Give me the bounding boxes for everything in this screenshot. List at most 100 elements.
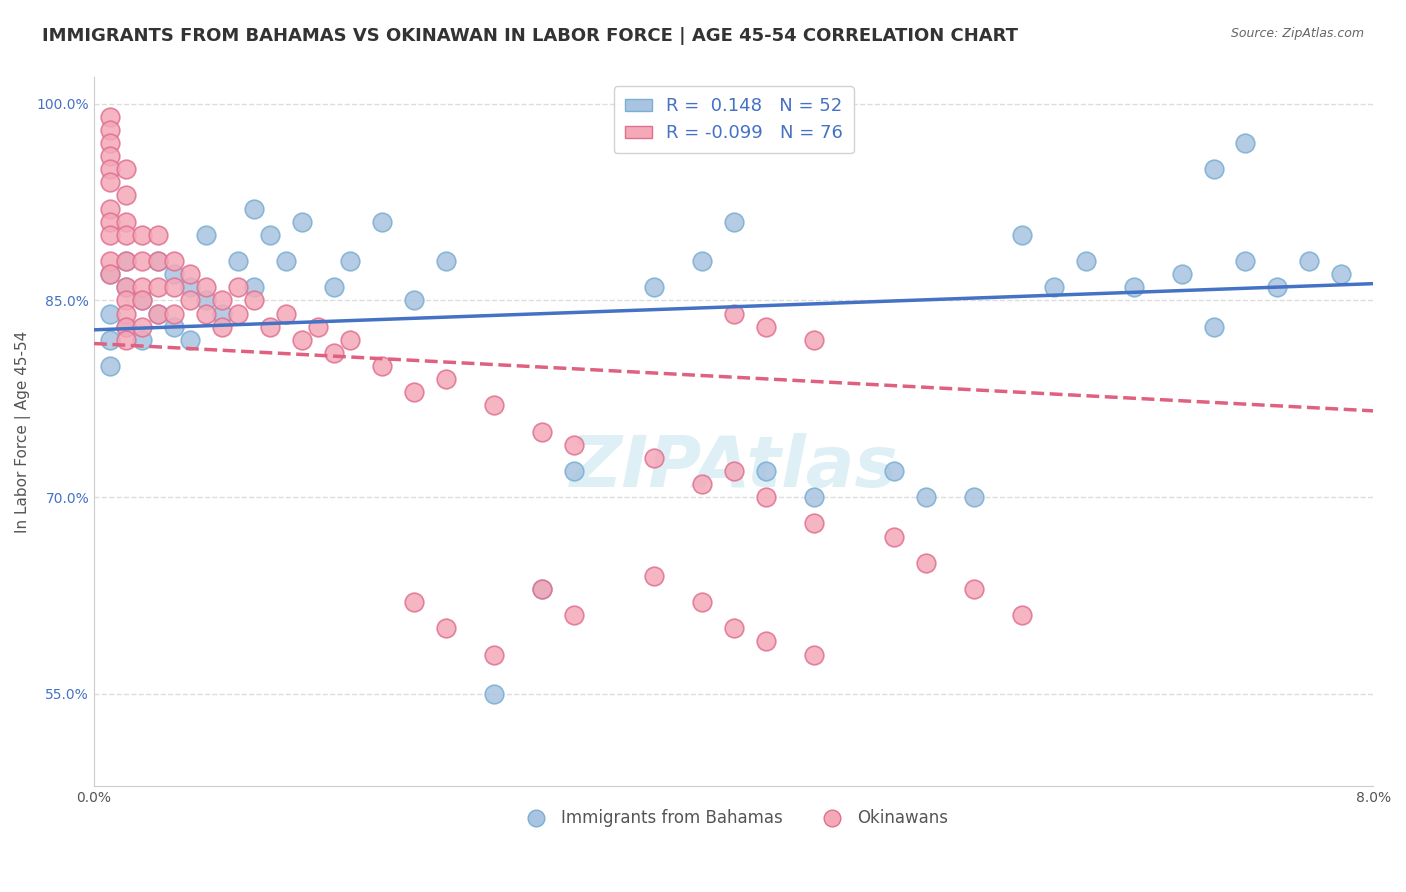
Point [98, 136, 121, 150]
Point [530, 425, 553, 439]
Point [1202, 162, 1225, 177]
Point [690, 254, 713, 268]
Point [1202, 319, 1225, 334]
Point [690, 595, 713, 609]
Point [755, 464, 778, 478]
Point [98, 359, 121, 373]
Point [211, 307, 233, 321]
Point [723, 464, 745, 478]
Point [643, 450, 665, 465]
Point [434, 621, 457, 635]
Point [98, 267, 121, 281]
Point [723, 307, 745, 321]
Point [562, 464, 585, 478]
Point [115, 254, 138, 268]
Point [98, 149, 121, 163]
Point [434, 372, 457, 386]
Point [274, 307, 297, 321]
Y-axis label: In Labor Force | Age 45-54: In Labor Force | Age 45-54 [15, 331, 31, 533]
Point [146, 227, 169, 242]
Point [131, 293, 153, 308]
Point [195, 307, 218, 321]
Text: IMMIGRANTS FROM BAHAMAS VS OKINAWAN IN LABOR FORCE | AGE 45-54 CORRELATION CHART: IMMIGRANTS FROM BAHAMAS VS OKINAWAN IN L… [42, 27, 1018, 45]
Point [914, 556, 936, 570]
Point [883, 464, 905, 478]
Point [226, 254, 249, 268]
Point [115, 319, 138, 334]
Point [98, 202, 121, 216]
Point [163, 267, 186, 281]
Point [755, 634, 778, 648]
Point [179, 333, 201, 347]
Point [131, 319, 153, 334]
Point [115, 215, 138, 229]
Point [115, 162, 138, 177]
Point [1298, 254, 1320, 268]
Text: Source: ZipAtlas.com: Source: ZipAtlas.com [1230, 27, 1364, 40]
Point [98, 162, 121, 177]
Point [323, 280, 346, 294]
Point [115, 319, 138, 334]
Point [98, 267, 121, 281]
Point [163, 307, 186, 321]
Point [643, 569, 665, 583]
Point [323, 346, 346, 360]
Point [643, 280, 665, 294]
Point [259, 227, 281, 242]
Point [131, 333, 153, 347]
Point [131, 293, 153, 308]
Point [195, 227, 218, 242]
Point [1267, 280, 1289, 294]
Point [1042, 280, 1064, 294]
Point [482, 398, 505, 412]
Point [146, 307, 169, 321]
Point [402, 293, 425, 308]
Point [163, 254, 186, 268]
Point [690, 477, 713, 491]
Point [115, 188, 138, 202]
Point [179, 293, 201, 308]
Point [98, 333, 121, 347]
Point [371, 359, 394, 373]
Point [562, 608, 585, 623]
Point [723, 621, 745, 635]
Point [146, 280, 169, 294]
Point [179, 267, 201, 281]
Point [723, 215, 745, 229]
Point [115, 307, 138, 321]
Point [98, 307, 121, 321]
Point [339, 333, 361, 347]
Point [1122, 280, 1144, 294]
Point [98, 175, 121, 189]
Point [803, 648, 825, 662]
Point [98, 254, 121, 268]
Text: ZIPAtlas: ZIPAtlas [569, 433, 898, 501]
Point [131, 280, 153, 294]
Point [115, 333, 138, 347]
Point [962, 582, 984, 596]
Point [131, 227, 153, 242]
Point [339, 254, 361, 268]
Point [1170, 267, 1192, 281]
Point [163, 280, 186, 294]
Point [115, 280, 138, 294]
Point [562, 438, 585, 452]
Point [371, 215, 394, 229]
Point [195, 280, 218, 294]
Point [914, 490, 936, 504]
Point [163, 319, 186, 334]
Point [755, 319, 778, 334]
Point [1330, 267, 1353, 281]
Point [883, 530, 905, 544]
Point [530, 582, 553, 596]
Point [274, 254, 297, 268]
Point [115, 227, 138, 242]
Point [211, 319, 233, 334]
Point [803, 490, 825, 504]
Point [259, 319, 281, 334]
Point [115, 293, 138, 308]
Point [755, 490, 778, 504]
Legend: Immigrants from Bahamas, Okinawans: Immigrants from Bahamas, Okinawans [512, 803, 955, 834]
Point [146, 254, 169, 268]
Point [1011, 608, 1033, 623]
